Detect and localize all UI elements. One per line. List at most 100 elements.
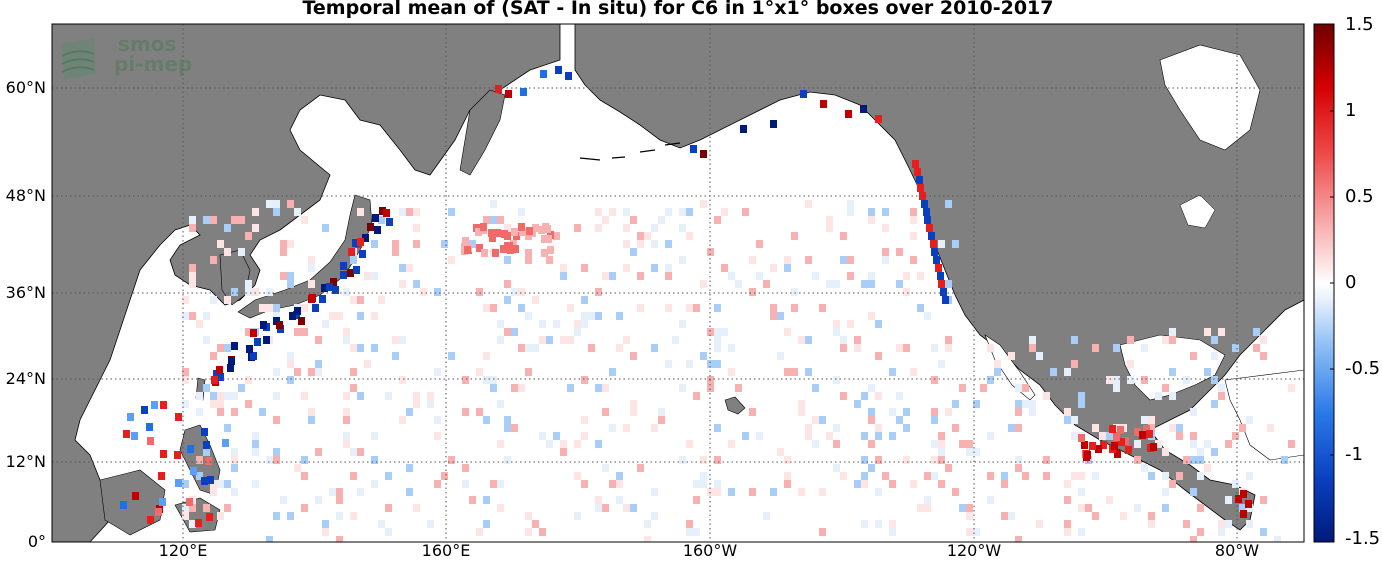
data-cell xyxy=(224,344,231,352)
data-cell xyxy=(301,456,308,464)
data-cell xyxy=(1232,480,1239,488)
data-cell xyxy=(1211,336,1218,344)
data-cell xyxy=(462,408,469,416)
data-cell xyxy=(189,504,196,512)
data-cell xyxy=(651,488,658,496)
data-cell xyxy=(700,480,707,488)
data-cell xyxy=(151,401,158,409)
data-cell xyxy=(301,392,308,400)
data-cell xyxy=(1015,400,1022,408)
data-cell xyxy=(483,520,490,528)
data-cell xyxy=(1169,480,1176,488)
data-cell xyxy=(1106,432,1113,440)
data-cell xyxy=(693,528,700,536)
data-cell xyxy=(637,232,644,240)
data-cell xyxy=(511,288,518,296)
lat-label-24n: 24°N xyxy=(5,369,46,388)
data-cell xyxy=(308,280,315,288)
data-cell xyxy=(1134,428,1141,436)
data-cell xyxy=(406,208,413,216)
data-cell xyxy=(945,408,952,416)
data-cell xyxy=(553,320,560,328)
data-cell xyxy=(651,512,658,520)
data-cell xyxy=(500,245,507,253)
data-cell xyxy=(875,424,882,432)
data-cell xyxy=(371,480,378,488)
lat-label-0: 0° xyxy=(27,532,46,551)
data-cell xyxy=(553,432,560,440)
data-cell xyxy=(679,456,686,464)
data-cell xyxy=(525,312,532,320)
data-cell xyxy=(357,344,364,352)
data-cell xyxy=(392,248,399,256)
data-cell xyxy=(504,296,511,304)
data-cell xyxy=(637,240,644,248)
data-cell xyxy=(308,264,315,272)
data-cell xyxy=(483,216,490,224)
data-cell xyxy=(987,496,994,504)
data-cell xyxy=(287,240,294,248)
data-cell xyxy=(525,249,532,257)
data-cell xyxy=(406,464,413,472)
data-cell xyxy=(294,464,301,472)
data-cell xyxy=(1113,384,1120,392)
data-cell xyxy=(511,424,518,432)
colorbar-label-1: 1 xyxy=(1345,100,1357,121)
data-cell xyxy=(201,428,208,436)
data-cell xyxy=(1064,368,1071,376)
data-cell xyxy=(175,479,182,487)
data-cell xyxy=(210,392,217,400)
data-cell xyxy=(217,240,224,248)
data-cell xyxy=(1183,456,1190,464)
data-cell xyxy=(1204,464,1211,472)
data-cell xyxy=(497,504,504,512)
data-cell xyxy=(545,235,552,243)
data-cell xyxy=(1232,344,1239,352)
data-cell xyxy=(518,288,525,296)
data-cell xyxy=(1155,392,1162,400)
data-cell xyxy=(174,451,181,459)
data-cell xyxy=(357,208,364,216)
data-cell xyxy=(210,488,217,496)
data-cell xyxy=(1148,472,1155,480)
data-cell xyxy=(378,520,385,528)
data-cell xyxy=(903,408,910,416)
data-cell xyxy=(679,384,686,392)
data-cell xyxy=(273,208,280,216)
data-cell xyxy=(1092,512,1099,520)
data-cell xyxy=(301,328,308,336)
data-cell xyxy=(728,440,735,448)
data-cell xyxy=(546,256,553,264)
colorbar-label-1.5: 1.5 xyxy=(1345,14,1374,35)
data-cell xyxy=(1071,416,1078,424)
data-cell xyxy=(742,432,749,440)
data-cell xyxy=(196,408,203,416)
data-cell xyxy=(266,288,273,296)
data-cell xyxy=(374,226,381,234)
data-cell xyxy=(1084,451,1091,459)
data-cell xyxy=(623,224,630,232)
data-cell xyxy=(287,280,294,288)
data-cell xyxy=(141,406,148,414)
data-cell xyxy=(246,345,253,353)
data-cell xyxy=(1211,400,1218,408)
data-cell xyxy=(546,440,553,448)
data-cell xyxy=(231,288,238,296)
data-cell xyxy=(175,413,182,421)
data-cell xyxy=(222,439,229,447)
data-cell xyxy=(581,376,588,384)
data-cell xyxy=(252,208,259,216)
data-cell xyxy=(560,272,567,280)
data-cell xyxy=(250,329,257,337)
data-cell xyxy=(812,272,819,280)
data-cell xyxy=(147,516,154,524)
data-cell xyxy=(1022,400,1029,408)
data-cell xyxy=(488,229,495,237)
data-cell xyxy=(434,480,441,488)
data-cell xyxy=(777,312,784,320)
data-cell xyxy=(371,272,378,280)
data-cell xyxy=(693,392,700,400)
data-cell xyxy=(840,392,847,400)
data-cell xyxy=(1225,520,1232,528)
